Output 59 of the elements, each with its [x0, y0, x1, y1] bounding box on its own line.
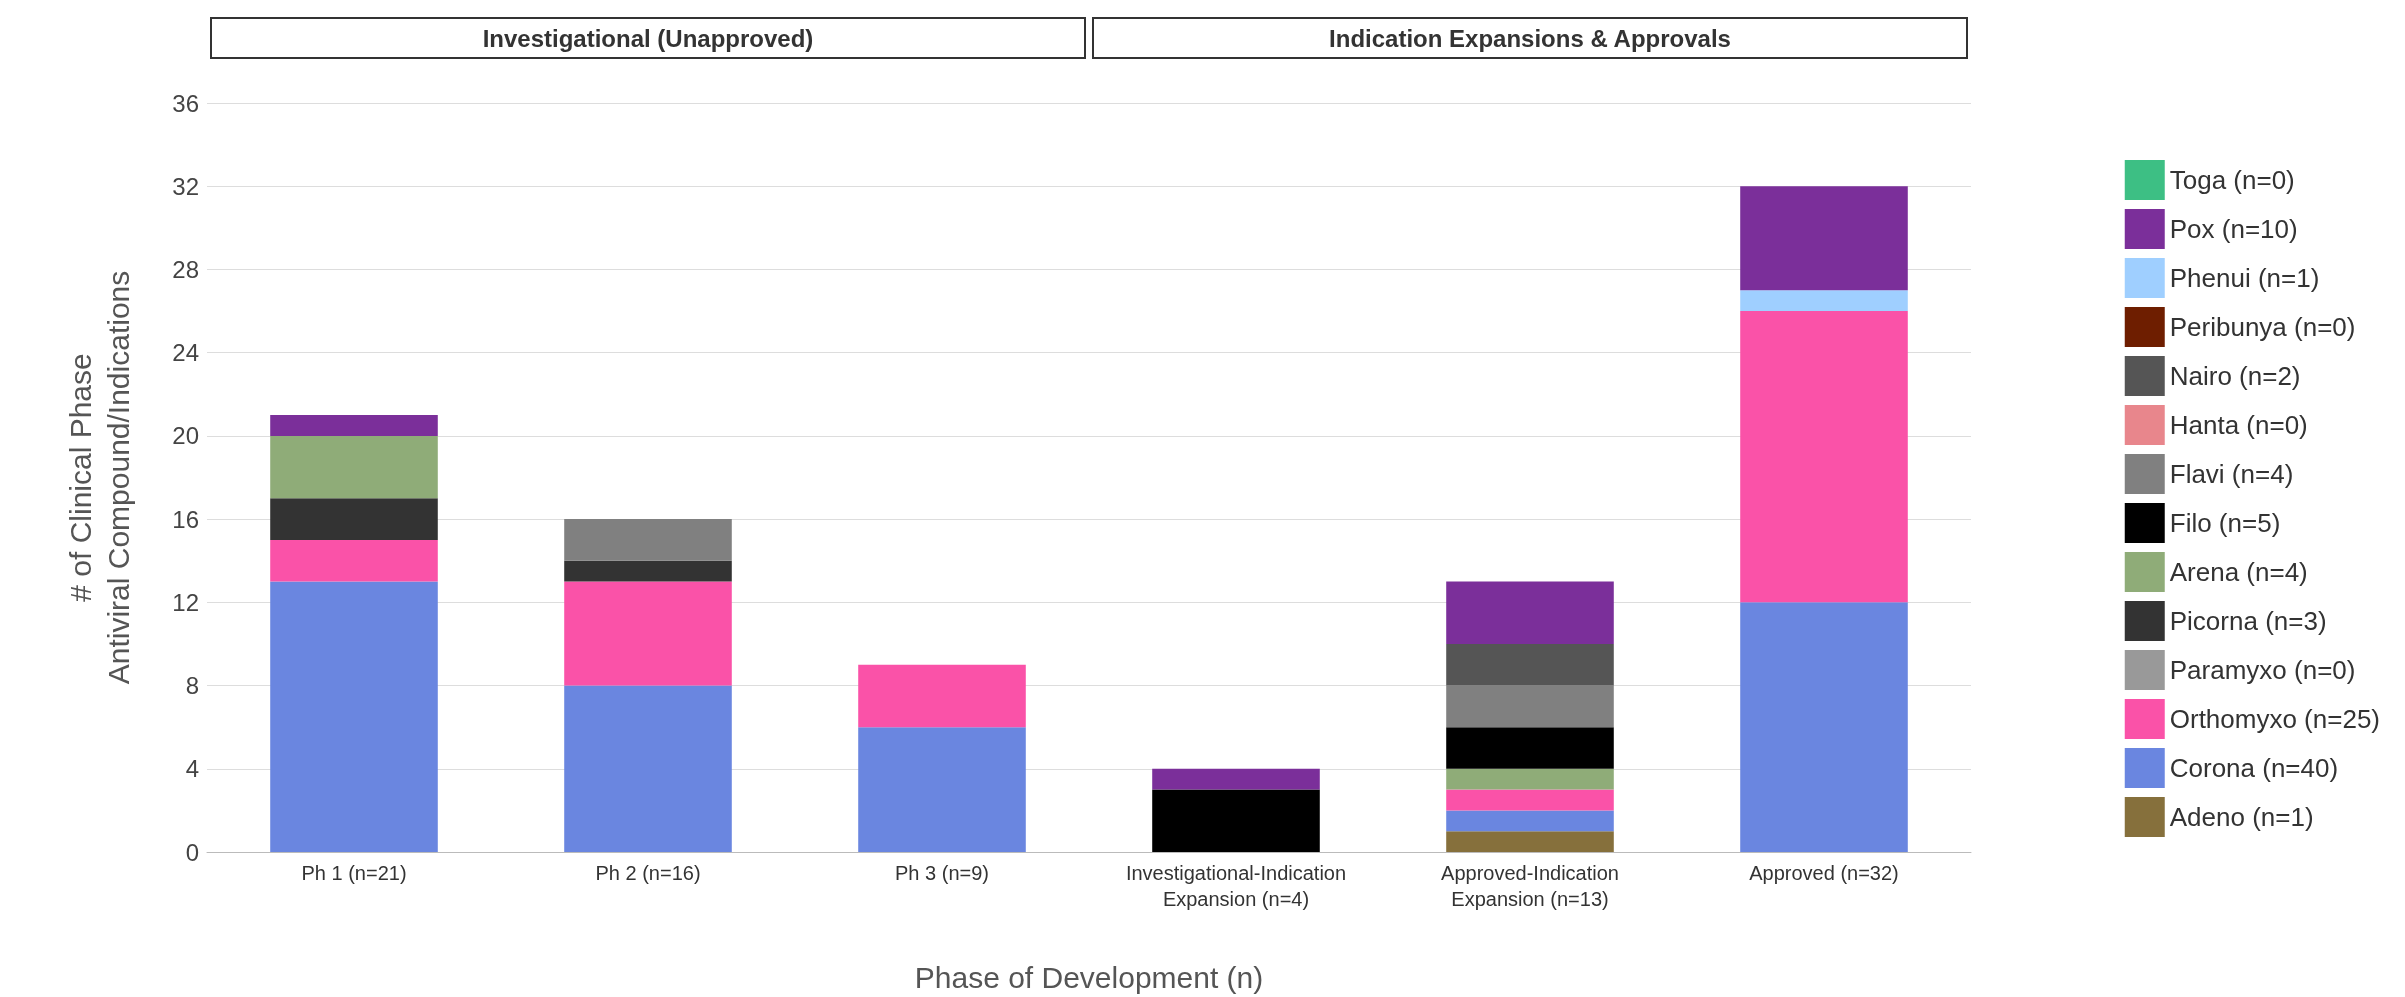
bar: [1152, 768, 1320, 790]
y-tick-label: 36: [172, 89, 199, 117]
bar: [1446, 810, 1614, 832]
bar: [564, 560, 732, 582]
legend-label: Hanta (n=0): [2169, 410, 2308, 440]
bar: [1740, 290, 1908, 312]
bar: [1446, 831, 1614, 852]
x-tick-label: Ph 3 (n=9): [895, 862, 989, 884]
bar: [1152, 789, 1320, 852]
bar: [270, 415, 438, 436]
bar: [1446, 685, 1614, 728]
bar: [270, 581, 438, 852]
legend-label: Filo (n=5): [2169, 508, 2281, 538]
y-tick-label: 32: [172, 172, 199, 200]
legend-label: Nairo (n=2): [2169, 361, 2301, 391]
bar: [1446, 643, 1614, 686]
bar: [564, 685, 732, 852]
legend-label: Flavi (n=4): [2169, 459, 2294, 489]
y-tick-label: 4: [185, 755, 199, 783]
y-tick-label: 20: [172, 422, 199, 450]
legend-label: Orthomyxo (n=25): [2169, 704, 2380, 734]
bar: [858, 727, 1026, 852]
x-tick-label: Approved-Indication Expansion (n=13): [1441, 862, 1619, 910]
bar: [1446, 789, 1614, 811]
y-tick-label: 24: [172, 339, 199, 367]
y-tick-label: 8: [185, 672, 199, 700]
legend-label: Corona (n=40): [2169, 753, 2339, 783]
bar: [858, 664, 1026, 728]
legend-label: Phenui (n=1): [2169, 263, 2320, 293]
x-tick-label: Ph 2 (n=16): [595, 862, 701, 884]
bar: [1740, 186, 1908, 291]
x-axis-title: Phase of Development (n): [914, 960, 1264, 994]
x-tick-label: Ph 1 (n=21): [301, 862, 407, 884]
x-tick-label: Investigational-Indication Expansion (n=4): [1125, 862, 1347, 910]
bar: [1740, 602, 1908, 852]
y-tick-label: 0: [185, 838, 199, 866]
bar: [1446, 768, 1614, 790]
bar: [1446, 727, 1614, 769]
legend-label: Paramyxo (n=0): [2169, 655, 2356, 685]
text: Indication Expansions & Approvals: [1329, 24, 1731, 52]
bar: [270, 539, 438, 582]
bar: [564, 581, 732, 686]
y-tick-label: 16: [172, 505, 199, 533]
y-tick-label: 28: [172, 255, 199, 283]
legend-label: Peribunya (n=0): [2169, 312, 2356, 342]
text: Investigational (Unapproved): [482, 24, 814, 52]
legend-label: Pox (n=10): [2169, 214, 2298, 244]
bar: [1740, 311, 1908, 603]
y-axis-title: # of Clinical Phase Antiviral Compound/Indications: [63, 270, 135, 685]
legend-label: Arena (n=4): [2169, 557, 2308, 587]
bar: [1446, 581, 1614, 644]
legend-label: Toga (n=0): [2169, 165, 2295, 195]
bar: [564, 519, 732, 561]
bar: [270, 498, 438, 540]
legend-label: Picorna (n=3): [2169, 606, 2327, 636]
y-tick-label: 12: [172, 588, 199, 616]
bar: [270, 435, 438, 499]
legend-label: Adeno (n=1): [2169, 802, 2314, 832]
x-tick-label: Approved (n=32): [1749, 862, 1899, 884]
